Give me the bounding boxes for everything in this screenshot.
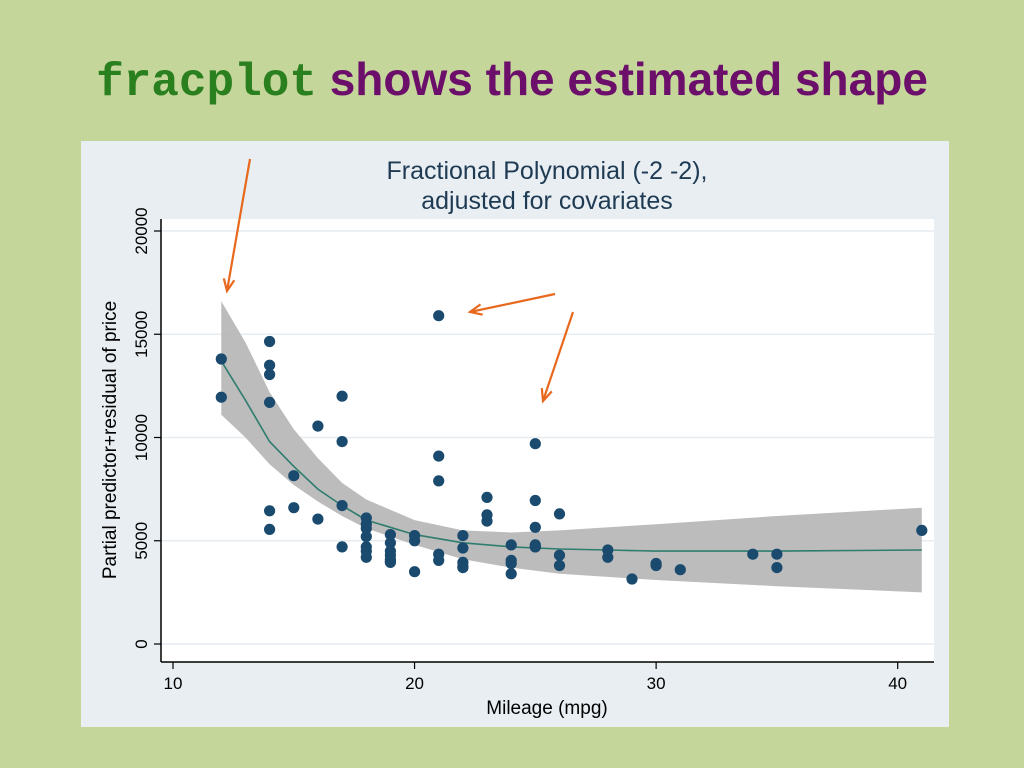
slide-title-text: shows the estimated shape bbox=[316, 53, 928, 105]
y-axis-label: Partial predictor+residual of price bbox=[100, 301, 121, 579]
data-point bbox=[457, 530, 469, 542]
axis-ticks: 0 5000 10000 15000 20000 10 20 30 40 bbox=[132, 207, 907, 693]
data-point bbox=[215, 391, 227, 403]
data-point bbox=[505, 539, 517, 551]
x-tick-label: 20 bbox=[405, 674, 424, 693]
fracplot-chart: 0 5000 10000 15000 20000 10 20 30 40 Fractional … bbox=[100, 157, 934, 719]
data-point bbox=[312, 513, 324, 525]
data-point bbox=[384, 529, 396, 541]
y-tick-label: 10000 bbox=[132, 414, 151, 461]
data-point bbox=[771, 562, 783, 574]
data-point bbox=[384, 556, 396, 568]
data-points bbox=[215, 310, 928, 585]
data-point bbox=[433, 554, 445, 566]
data-point bbox=[264, 368, 276, 381]
data-point bbox=[336, 541, 348, 553]
y-tick-label: 15000 bbox=[132, 311, 151, 358]
data-point bbox=[336, 500, 348, 512]
x-tick-label: 40 bbox=[888, 674, 907, 693]
annotation-arrowhead bbox=[467, 303, 483, 316]
annotation-arrow bbox=[541, 311, 575, 402]
data-point bbox=[360, 531, 372, 543]
data-point bbox=[529, 438, 541, 450]
data-point bbox=[288, 470, 300, 482]
data-point bbox=[553, 559, 566, 572]
data-point bbox=[336, 390, 348, 402]
chart-subtitle: adjusted for covariates bbox=[421, 187, 673, 215]
data-point bbox=[505, 568, 517, 580]
annotation-arrows bbox=[222, 158, 575, 404]
y-tick-label: 20000 bbox=[132, 207, 151, 254]
slide-title-code: fracplot bbox=[96, 57, 317, 109]
data-point bbox=[916, 524, 928, 536]
data-point bbox=[433, 450, 445, 462]
slide-title: fracplot shows the estimated shape bbox=[0, 48, 1024, 114]
x-axis-label: Mileage (mpg) bbox=[486, 698, 607, 719]
y-tick-label: 5000 bbox=[132, 522, 151, 560]
annotation-arrow bbox=[469, 292, 556, 314]
data-point bbox=[264, 396, 276, 408]
confidence-band bbox=[221, 301, 922, 593]
data-point bbox=[457, 562, 469, 574]
x-tick-label: 30 bbox=[647, 674, 666, 693]
data-point bbox=[674, 564, 686, 576]
data-point bbox=[384, 537, 396, 549]
annotation-arrowhead bbox=[540, 387, 553, 404]
x-tick-label: 10 bbox=[164, 674, 183, 693]
data-point bbox=[505, 557, 517, 570]
data-point bbox=[288, 502, 300, 514]
data-point bbox=[602, 551, 614, 563]
data-point bbox=[409, 535, 421, 547]
data-point bbox=[336, 436, 348, 448]
data-point bbox=[771, 548, 783, 560]
data-point bbox=[264, 359, 276, 371]
confidence-band-layer bbox=[221, 301, 922, 593]
data-point bbox=[264, 505, 276, 517]
annotation-arrowhead bbox=[222, 278, 236, 294]
chart-title: Fractional Polynomial (-2 -2), bbox=[387, 157, 708, 185]
data-point bbox=[433, 475, 445, 487]
data-point bbox=[264, 523, 276, 535]
plot-frame: 0 5000 10000 15000 20000 10 20 30 40 Fractional … bbox=[81, 141, 949, 727]
data-point bbox=[747, 548, 759, 560]
data-point bbox=[360, 551, 372, 563]
data-point bbox=[650, 559, 662, 572]
data-point bbox=[215, 353, 227, 365]
data-point bbox=[264, 335, 276, 348]
data-point bbox=[529, 494, 541, 507]
data-point bbox=[553, 549, 566, 561]
data-point bbox=[457, 542, 469, 554]
data-point bbox=[312, 420, 324, 432]
data-point bbox=[553, 508, 566, 520]
data-point bbox=[433, 310, 445, 322]
y-tick-label: 0 bbox=[132, 639, 151, 648]
data-point bbox=[529, 521, 541, 533]
data-point bbox=[529, 541, 541, 553]
data-point bbox=[409, 566, 421, 578]
data-point bbox=[626, 573, 638, 585]
data-point bbox=[481, 491, 493, 503]
annotation-arrow bbox=[225, 158, 252, 292]
data-point bbox=[481, 515, 493, 527]
data-point bbox=[360, 522, 372, 534]
